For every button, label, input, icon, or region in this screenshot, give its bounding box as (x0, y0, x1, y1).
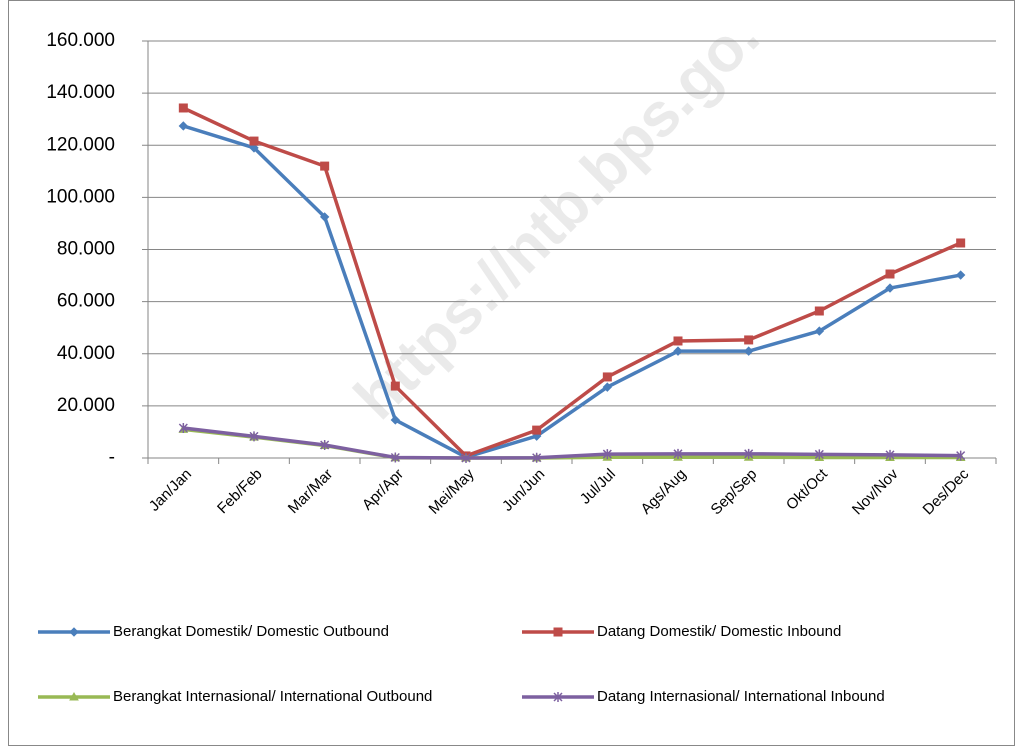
y-tick-label: 80.000 (57, 239, 115, 260)
x-tick-label: Sep/Sep (708, 466, 761, 519)
marker (461, 453, 471, 463)
marker (744, 448, 754, 459)
x-tick-label: Mei/May (426, 465, 478, 517)
y-tick-label: 100.000 (46, 186, 115, 207)
y-tick-label: 60.000 (57, 291, 115, 312)
marker (69, 691, 79, 701)
x-tick-label: Okt/Oct (783, 465, 832, 514)
marker (178, 121, 189, 131)
marker (814, 326, 825, 336)
y-tick-label: - (109, 447, 115, 468)
marker (673, 336, 683, 346)
marker (602, 372, 612, 382)
marker (814, 449, 824, 460)
marker (178, 103, 188, 113)
marker (178, 423, 188, 434)
series-line (182, 106, 962, 458)
marker (249, 431, 259, 442)
marker (956, 450, 966, 461)
marker (602, 449, 612, 460)
legend-label: Datang Internasional/ International Inbo… (597, 688, 885, 705)
x-tick-label: Ags/Aug (638, 466, 690, 518)
marker (673, 346, 683, 356)
chart-border (8, 0, 1015, 746)
x-tick-label: Nov/Nov (849, 465, 902, 518)
x-tick-label: Apr/Apr (359, 466, 407, 514)
y-tick-label: 160.000 (46, 30, 115, 51)
marker (390, 381, 400, 391)
y-tick-label: 140.000 (46, 82, 115, 103)
marker (320, 161, 330, 171)
legend-label: Datang Domestik/ Domestic Inbound (597, 623, 841, 640)
marker (532, 452, 542, 463)
marker (390, 452, 400, 463)
marker (673, 448, 683, 459)
marker (885, 269, 895, 279)
y-tick-label: 40.000 (57, 343, 115, 364)
series-line (183, 426, 961, 460)
x-tick-label: Feb/Feb (214, 466, 266, 518)
marker (320, 439, 330, 450)
marker (814, 306, 824, 316)
x-tick-label: Mar/Mar (285, 466, 337, 518)
marker (69, 627, 79, 637)
marker (885, 283, 895, 293)
x-tick-label: Des/Dec (920, 465, 973, 518)
marker (553, 692, 563, 702)
legend-label: Berangkat Domestik/ Domestic Outbound (113, 623, 389, 640)
series-line (182, 124, 961, 459)
marker (532, 425, 542, 435)
y-tick-label: 20.000 (57, 395, 115, 416)
marker (602, 382, 613, 392)
marker (553, 627, 563, 637)
watermark: https://ntb.bps.go. (342, 2, 773, 433)
x-tick-label: Jun/Jun (499, 466, 548, 515)
marker (743, 346, 754, 356)
marker (249, 143, 259, 153)
x-tick-label: Jul/Jul (577, 466, 619, 508)
marker (249, 136, 259, 146)
marker (885, 449, 895, 460)
marker (319, 212, 330, 222)
marker (390, 415, 401, 425)
legend-label: Berangkat Internasional/ International O… (113, 688, 432, 705)
marker (955, 270, 966, 280)
marker (744, 335, 754, 345)
y-tick-label: 120.000 (46, 134, 115, 155)
x-tick-label: Jan/Jan (146, 466, 195, 515)
marker (956, 238, 966, 248)
